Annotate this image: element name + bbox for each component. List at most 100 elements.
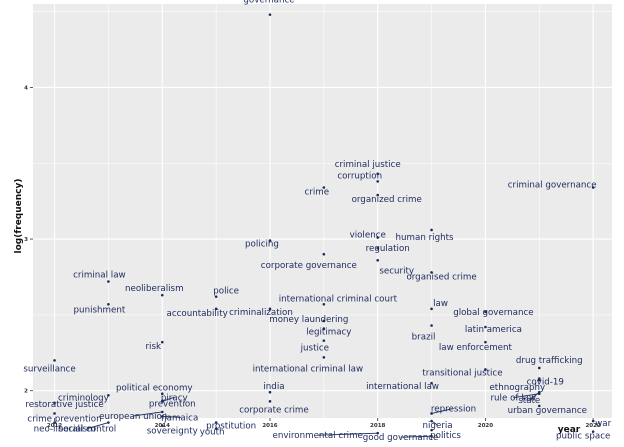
label-connector xyxy=(133,411,163,417)
data-point xyxy=(484,340,487,344)
data-point xyxy=(160,392,164,396)
point-label: criminalization xyxy=(229,308,293,318)
point-label: covid-19 xyxy=(527,378,564,388)
point-label: surveillance xyxy=(23,364,75,374)
point-label: global governance xyxy=(453,308,533,318)
data-point xyxy=(160,424,164,427)
data-point xyxy=(430,419,433,423)
data-point xyxy=(537,377,541,380)
point-label: european union xyxy=(99,412,167,422)
point-label: sovereignty xyxy=(147,427,198,437)
point-label: neoliberalism xyxy=(125,284,184,294)
point-label: policing xyxy=(245,240,279,250)
data-point xyxy=(107,421,110,424)
point-label: risk xyxy=(145,342,161,352)
data-point xyxy=(430,412,433,415)
point-label: crime xyxy=(305,187,330,197)
data-point xyxy=(322,252,326,256)
x-tick-label: 2018 xyxy=(370,423,385,429)
data-point xyxy=(376,180,380,183)
data-point xyxy=(214,307,218,311)
y-tick-label: 3 xyxy=(24,237,28,243)
point-label: punishment xyxy=(74,305,126,315)
data-point xyxy=(376,236,380,239)
data-point xyxy=(537,404,541,408)
data-point xyxy=(376,172,380,176)
point-label: restorative justice xyxy=(25,400,103,410)
data-point xyxy=(430,381,433,385)
point-label: war xyxy=(595,419,611,429)
point-label: money laundering xyxy=(269,315,348,325)
data-point xyxy=(214,295,218,298)
panel-background xyxy=(33,4,612,418)
data-point xyxy=(484,368,487,371)
data-point xyxy=(591,419,595,423)
x-tick-label: 2020 xyxy=(478,423,493,429)
data-point xyxy=(107,302,110,306)
point-label: political economy xyxy=(116,384,193,394)
data-point xyxy=(160,340,164,344)
point-label: international criminal law xyxy=(253,364,364,374)
data-point xyxy=(376,246,380,250)
data-point xyxy=(160,410,164,414)
point-label: crime prevention xyxy=(27,414,101,424)
data-point xyxy=(376,431,380,435)
data-point xyxy=(591,430,595,433)
data-point xyxy=(322,319,326,323)
data-point xyxy=(322,186,326,189)
data-point xyxy=(268,390,272,394)
point-label: criminal law xyxy=(73,271,126,281)
point-label: drug trafficking xyxy=(516,356,583,366)
data-point xyxy=(53,421,56,424)
point-label: prostitution xyxy=(206,422,256,432)
label-connector xyxy=(162,396,175,402)
y-axis-title: log(frequency) xyxy=(14,179,24,254)
x-tick-label: 2016 xyxy=(262,423,277,429)
label-connector xyxy=(400,435,432,438)
point-label: state xyxy=(518,396,540,406)
data-point xyxy=(322,302,326,306)
y-tick-label: 4 xyxy=(24,85,28,91)
point-label: social control xyxy=(59,425,117,435)
label-connector xyxy=(87,422,109,429)
point-label: legitimacy xyxy=(306,328,351,338)
point-label: prevention xyxy=(149,399,196,409)
point-label: corporate governance xyxy=(261,261,357,271)
x-tick-label: 2022 xyxy=(585,423,600,429)
data-point xyxy=(430,228,433,232)
y-tick-label: 2 xyxy=(24,389,28,395)
point-label: criminal governance xyxy=(508,180,597,190)
x-axis-title: year xyxy=(558,425,581,435)
data-point xyxy=(160,415,164,418)
data-point xyxy=(484,310,487,314)
grid-lines xyxy=(33,4,612,418)
point-label: organized crime xyxy=(352,195,422,205)
point-label: security xyxy=(379,266,414,276)
point-label: india xyxy=(263,382,284,392)
data-point xyxy=(537,390,541,394)
data-point xyxy=(430,307,433,311)
point-label: politics xyxy=(430,431,461,441)
label-connectors xyxy=(87,391,540,438)
data-point xyxy=(268,307,272,311)
point-label: international criminal court xyxy=(279,294,398,304)
point-label: neo-liberalism xyxy=(34,425,96,435)
data-point xyxy=(107,393,110,397)
data-point xyxy=(430,428,433,432)
data-point xyxy=(322,356,326,359)
point-label: youth xyxy=(200,428,225,438)
data-point xyxy=(268,400,272,403)
data-point xyxy=(484,325,487,329)
point-label: good governance xyxy=(363,433,439,443)
data-points xyxy=(53,13,595,438)
point-label: environmental crime xyxy=(273,431,363,441)
data-point xyxy=(214,421,218,424)
data-point xyxy=(268,13,272,16)
data-point xyxy=(376,258,380,262)
data-point xyxy=(430,271,433,274)
data-point xyxy=(53,412,56,415)
label-connector xyxy=(529,391,540,401)
point-label: regulation xyxy=(366,244,410,254)
point-label: transitional justice xyxy=(422,368,502,378)
